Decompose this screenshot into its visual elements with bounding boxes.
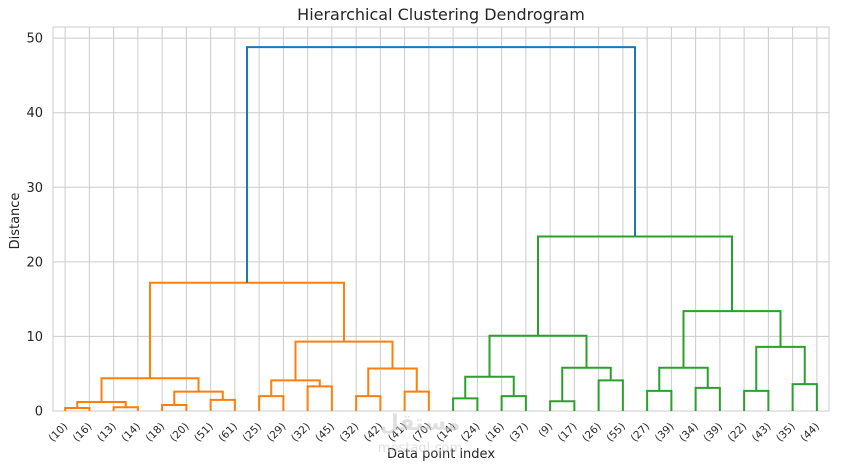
- dendrogram-link: [209, 398, 236, 411]
- y-axis-label: Distance: [8, 193, 23, 250]
- dendrogram-link: [755, 345, 806, 391]
- dendrogram-link: [246, 46, 636, 283]
- x-tick-label: (55): [604, 421, 628, 445]
- x-tick-label: (22): [726, 421, 750, 445]
- x-tick-label: (51): [192, 421, 216, 445]
- dendrogram-link: [743, 389, 770, 411]
- x-tick-label: (39): [653, 421, 677, 445]
- y-tick-label: 30: [26, 181, 43, 196]
- x-axis-label: Data point index: [387, 447, 495, 462]
- x-tick-label: (32): [338, 421, 362, 445]
- x-tick-label: (27): [629, 421, 653, 445]
- x-tick-label: (13): [95, 421, 119, 445]
- x-tick-label: (61): [216, 421, 240, 445]
- x-tick-label: (25): [241, 421, 265, 445]
- y-tick-label: 20: [26, 255, 43, 270]
- y-tick-label: 50: [26, 32, 43, 47]
- x-tick-label: (14): [119, 421, 143, 445]
- x-tick-label: (39): [701, 421, 725, 445]
- plot-area: [52, 26, 830, 412]
- x-tick-label: (10): [47, 421, 71, 445]
- x-tick-label: (43): [750, 421, 774, 445]
- y-tick-label: 0: [35, 405, 43, 420]
- dendrogram-link: [112, 406, 139, 411]
- x-tick-label: (32): [289, 421, 313, 445]
- dendrogram-link: [173, 390, 224, 406]
- dendrogram-link: [464, 375, 515, 399]
- y-tick-labels: 0 10 20 30 40 50: [26, 32, 43, 420]
- x-tick-label: (17): [556, 421, 580, 445]
- x-tick-label: (18): [144, 421, 168, 445]
- watermark-url: mostaql.com: [378, 441, 462, 456]
- chart-title: Hierarchical Clustering Dendrogram: [297, 5, 585, 24]
- x-tick-label: (44): [798, 421, 822, 445]
- y-tick-label: 10: [26, 330, 43, 345]
- dendrogram-link: [549, 400, 576, 411]
- y-tick-label: 40: [26, 106, 43, 121]
- dendrogram-links: [64, 46, 818, 411]
- x-tick-label: (29): [265, 421, 289, 445]
- x-tick-label: (16): [483, 421, 507, 445]
- x-tick-label: (24): [459, 421, 483, 445]
- dendrogram-link: [403, 390, 430, 411]
- x-tick-label: (9): [536, 421, 555, 440]
- watermark-logo: مستقل: [380, 411, 460, 436]
- x-tick-label: (34): [677, 421, 701, 445]
- x-tick-label: (20): [168, 421, 192, 445]
- x-tick-label: (45): [313, 421, 337, 445]
- gridlines: [53, 27, 829, 412]
- x-tick-label: (26): [580, 421, 604, 445]
- x-tick-label: (37): [507, 421, 531, 445]
- x-tick-label: (16): [71, 421, 95, 445]
- x-tick-label: (35): [774, 421, 798, 445]
- dendrogram-link: [646, 389, 673, 411]
- dendrogram-link: [161, 404, 188, 411]
